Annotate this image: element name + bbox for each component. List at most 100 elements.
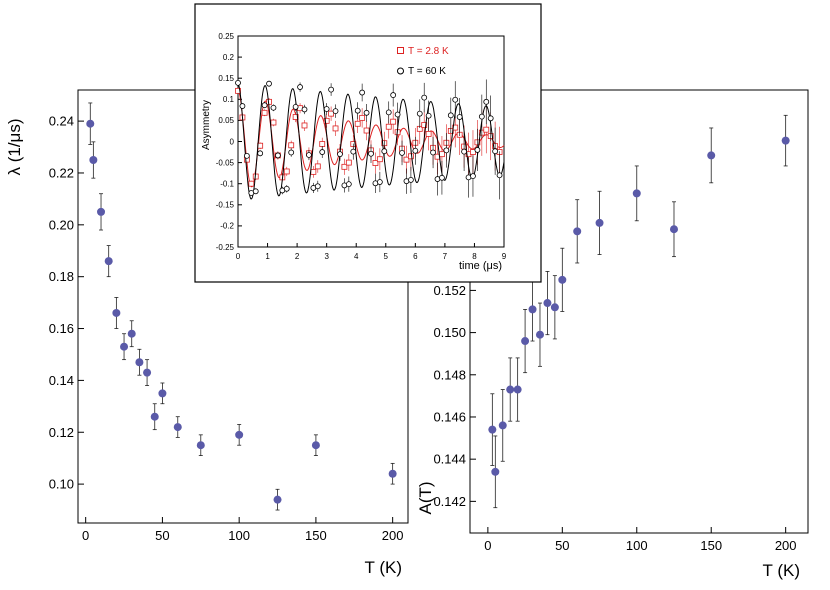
data-point-circle [257, 150, 264, 157]
data-point [104, 257, 113, 266]
data-point-square [283, 168, 290, 175]
x-tick-label: 6 [413, 252, 418, 261]
data-point [781, 136, 790, 145]
data-point [311, 441, 320, 450]
data-point-square [359, 114, 366, 121]
data-point [127, 329, 136, 338]
data-point-square [261, 109, 268, 116]
data-point-square [288, 142, 295, 149]
inset-x-axis-label: time (μs) [459, 260, 502, 272]
data-point [97, 207, 106, 216]
data-point-circle [456, 114, 463, 120]
data-point [558, 275, 567, 284]
data-point [273, 495, 282, 504]
data-point [173, 423, 182, 432]
data-point-square [319, 141, 326, 147]
data-point [498, 421, 507, 430]
data-point [550, 303, 559, 312]
legend-marker-square [397, 47, 404, 54]
data-point [632, 189, 641, 198]
x-tick-label: 0 [236, 252, 241, 261]
inset-x-axis: 0 1 2 3 4 5 6 7 8 9 [236, 243, 507, 261]
y-tick-label: -0.1 [220, 180, 234, 189]
x-tick-label: 3 [324, 252, 329, 261]
y-tick-label: 0.16 [49, 321, 74, 336]
data-point-square [292, 114, 299, 120]
legend-marker-circle [397, 67, 404, 75]
amplitude-data-points [488, 114, 790, 509]
y-tick-label: -0.15 [216, 201, 235, 210]
data-point-square [425, 131, 432, 137]
data-point-square [439, 151, 445, 158]
x-tick-label: 150 [700, 538, 722, 553]
y-tick-label: 0.2 [223, 53, 235, 62]
data-point-circle [416, 110, 423, 117]
data-point-circle [306, 152, 312, 158]
inset-legend: T = 2.8 K T = 60 K [397, 46, 449, 77]
data-point [521, 337, 530, 346]
data-point-circle [297, 84, 303, 90]
data-point-circle [283, 185, 290, 192]
data-point-circle [359, 89, 366, 96]
data-point [196, 441, 205, 450]
x-tick-label: 2 [295, 252, 300, 261]
y-tick-label: 0.12 [49, 425, 74, 440]
amplitude-y-axis-label: A(T) [416, 481, 435, 514]
data-point-square [270, 119, 277, 126]
data-point-square [421, 122, 428, 128]
data-point-circle [319, 149, 326, 155]
data-point-square [323, 117, 330, 124]
data-point-circle [412, 147, 419, 154]
data-point-circle [363, 109, 370, 116]
x-tick-label: 150 [305, 528, 327, 543]
data-point-circle [261, 102, 268, 109]
data-point-circle [443, 147, 450, 154]
y-tick-label: 0.15 [218, 74, 234, 83]
data-point-circle [345, 181, 352, 188]
x-tick-label: 50 [555, 538, 569, 553]
y-tick-label: 0.10 [49, 477, 74, 492]
inset-y-axis: -0.25 -0.2 -0.15 -0.1 -0.05 0 0.05 0.1 0.15 0.2 0.… [216, 32, 242, 252]
y-tick-label: 0.25 [218, 32, 234, 41]
lambda-data-points [86, 102, 397, 511]
data-point-circle [399, 149, 405, 156]
data-point [595, 218, 604, 227]
data-point-circle [323, 106, 330, 112]
data-point [669, 225, 678, 234]
data-point-square [385, 123, 392, 130]
x-tick-label: 4 [354, 252, 359, 261]
data-point [543, 299, 552, 308]
data-point-circle [350, 148, 357, 155]
y-tick-label: 0.22 [49, 166, 74, 181]
y-tick-label: 0.1 [223, 95, 235, 104]
y-tick-label: -0.2 [220, 222, 234, 231]
data-point-circle [239, 103, 246, 109]
x-tick-label: 0 [484, 538, 491, 553]
data-point-square [328, 110, 335, 117]
data-point [112, 308, 121, 317]
y-tick-label: 0.152 [433, 283, 466, 298]
data-point [491, 467, 500, 476]
data-point [143, 368, 152, 377]
data-point-circle [314, 183, 321, 190]
data-point-circle [270, 104, 277, 111]
data-point-circle [496, 172, 503, 179]
data-point [513, 385, 522, 394]
y-tick-label: 0.20 [49, 217, 74, 232]
x-tick-label: 200 [775, 538, 797, 553]
data-point-circle [274, 152, 281, 159]
data-point-circle [492, 148, 499, 155]
x-tick-label: 1 [265, 252, 270, 261]
data-point-circle [439, 174, 445, 181]
y-tick-label: 0.146 [433, 410, 466, 425]
data-point-circle [487, 115, 494, 122]
amplitude-x-axis: 0 50 100 150 200 [484, 527, 797, 553]
y-tick-label: 0.14 [49, 373, 74, 388]
data-point [235, 430, 244, 439]
data-point-circle [376, 179, 383, 185]
data-point [535, 330, 544, 339]
data-point [120, 342, 129, 351]
x-tick-label: 100 [626, 538, 648, 553]
inset-series [235, 79, 505, 200]
